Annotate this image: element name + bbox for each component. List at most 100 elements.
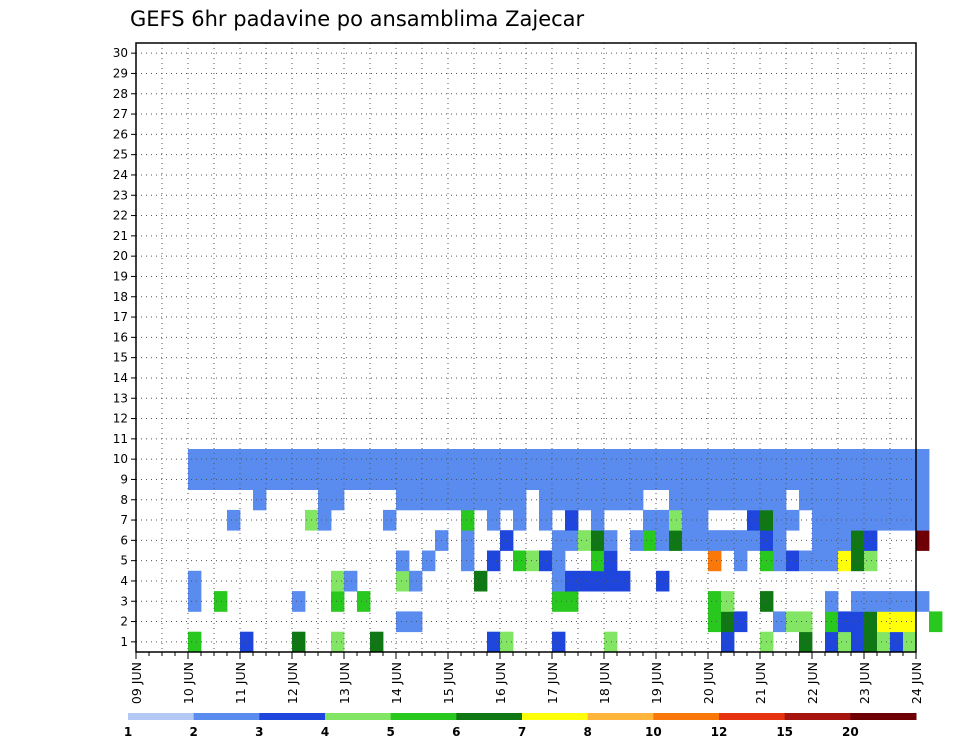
- precip-cell: [526, 550, 540, 572]
- precip-cell: [747, 489, 761, 511]
- y-tick-label: 20: [113, 249, 128, 263]
- y-tick-label: 25: [113, 148, 128, 162]
- precip-cell: [864, 530, 878, 551]
- y-tick-label: 7: [120, 513, 128, 527]
- precip-cell: [396, 449, 410, 470]
- precip-cell: [331, 570, 345, 592]
- y-tick-label: 2: [120, 615, 128, 629]
- precip-cell: [604, 489, 618, 511]
- precip-cell: [721, 449, 735, 470]
- precip-cell: [591, 469, 605, 490]
- precip-cell: [188, 591, 202, 612]
- precip-cell: [851, 591, 865, 612]
- precip-cell: [591, 449, 605, 470]
- precip-cell: [604, 530, 618, 551]
- precip-cell: [409, 489, 423, 511]
- precip-cell: [838, 449, 852, 470]
- precip-cell: [864, 449, 878, 470]
- precip-cell: [513, 509, 527, 531]
- precip-cell: [539, 489, 553, 511]
- precip-cell: [851, 631, 865, 653]
- x-tick-label: 22 JUN: [805, 662, 820, 704]
- precip-cell: [552, 489, 566, 511]
- precip-cell: [708, 591, 722, 612]
- x-tick-label: 18 JUN: [597, 662, 612, 704]
- precip-cell: [864, 469, 878, 490]
- precip-cell: [552, 530, 566, 551]
- y-tick-label: 1: [120, 635, 128, 649]
- precip-cell: [721, 489, 735, 511]
- precip-cell: [552, 631, 566, 653]
- precip-cell: [838, 509, 852, 531]
- precip-cell: [344, 570, 358, 592]
- precip-cell: [773, 611, 787, 633]
- precip-cell: [916, 530, 930, 551]
- precip-cell: [461, 550, 475, 572]
- precip-cell: [812, 509, 826, 531]
- precip-cell: [552, 449, 566, 470]
- y-tick-label: 4: [120, 574, 128, 588]
- colorbar-segment: [456, 713, 523, 720]
- precip-cell: [721, 591, 735, 612]
- precip-cell: [487, 550, 501, 572]
- precip-cell: [786, 509, 800, 531]
- precip-cell: [383, 469, 397, 490]
- precip-cell: [916, 489, 930, 511]
- y-axis: 1234567891011121314151617181920212223242…: [113, 46, 136, 649]
- colorbar-label: 6: [452, 725, 460, 739]
- precip-cell: [318, 489, 332, 511]
- precip-cell: [552, 591, 566, 612]
- precip-cell: [838, 550, 852, 572]
- precip-cell: [864, 631, 878, 653]
- precip-cell: [396, 489, 410, 511]
- precip-cell: [617, 449, 631, 470]
- precip-cell: [461, 449, 475, 470]
- precip-cell: [253, 489, 267, 511]
- x-tick-label: 14 JUN: [389, 662, 404, 704]
- y-tick-label: 6: [120, 533, 128, 547]
- precip-cell: [708, 550, 722, 572]
- precip-cell: [851, 449, 865, 470]
- precip-cell: [422, 469, 436, 490]
- y-tick-label: 19: [113, 269, 128, 283]
- precip-cell: [227, 469, 241, 490]
- colorbar-segment: [128, 713, 195, 720]
- precip-cell: [253, 449, 267, 470]
- precip-cell: [188, 570, 202, 592]
- precip-cell: [578, 530, 592, 551]
- precip-cell: [331, 591, 345, 612]
- x-tick-label: 21 JUN: [753, 662, 768, 704]
- colorbar: 1 2 3 4 5 6 7 8 10 12 15 20: [124, 713, 917, 739]
- precip-cell: [877, 449, 891, 470]
- x-tick-label: 15 JUN: [441, 662, 456, 704]
- y-tick-label: 26: [113, 127, 128, 141]
- precip-cell: [617, 570, 631, 592]
- x-tick-label: 24 JUN: [909, 662, 924, 704]
- x-tick-label: 12 JUN: [285, 662, 300, 704]
- precip-cell: [838, 530, 852, 551]
- precip-cell: [916, 591, 930, 612]
- precip-cell: [539, 509, 553, 531]
- precip-cell: [708, 530, 722, 551]
- precip-cell: [188, 631, 202, 653]
- precip-cell: [292, 631, 306, 653]
- precip-cell: [318, 509, 332, 531]
- x-tick-label: 09 JUN: [129, 662, 144, 704]
- precip-cell: [188, 469, 202, 490]
- precip-cell: [474, 570, 488, 592]
- precip-cell: [812, 550, 826, 572]
- x-tick-label: 10 JUN: [181, 662, 196, 704]
- precip-cell: [253, 469, 267, 490]
- precip-cell: [877, 631, 891, 653]
- precip-cell: [292, 449, 306, 470]
- precip-cell: [877, 509, 891, 531]
- precip-cell: [279, 449, 293, 470]
- precip-cell: [318, 449, 332, 470]
- y-tick-label: 30: [113, 46, 128, 60]
- precip-cell: [513, 469, 527, 490]
- x-tick-label: 23 JUN: [857, 662, 872, 704]
- colorbar-label: 8: [583, 725, 591, 739]
- precip-cell: [487, 489, 501, 511]
- y-tick-label: 17: [113, 310, 128, 324]
- precip-cell: [656, 509, 670, 531]
